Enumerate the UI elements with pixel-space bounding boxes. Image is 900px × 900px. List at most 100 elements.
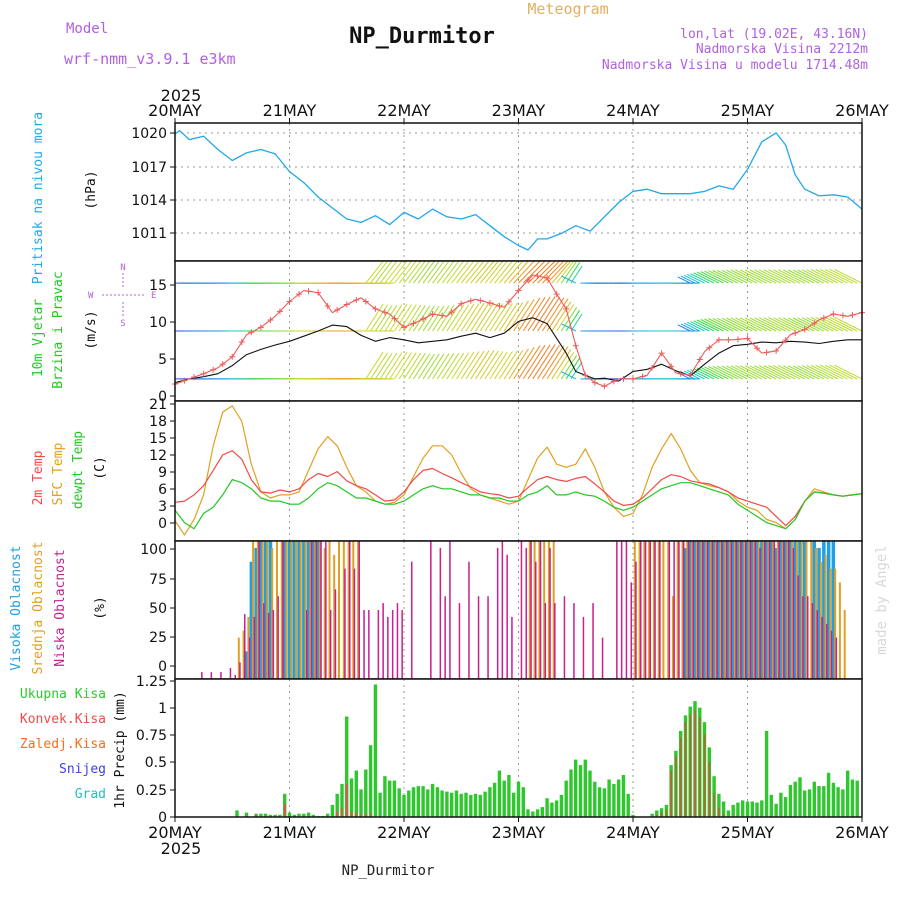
- wind-barb: [768, 269, 796, 284]
- wind-barb: [824, 268, 853, 284]
- wind-barb: [436, 353, 455, 380]
- precip-total-bar: [798, 777, 802, 817]
- wind-barb: [690, 273, 710, 284]
- precip-total-bar: [855, 780, 859, 817]
- wind-barb: [518, 345, 541, 380]
- cloud-low-bar: [826, 623, 828, 679]
- temp-unit: (C): [93, 456, 108, 479]
- cloud-mid-bar: [357, 541, 360, 679]
- cloud-low-bar: [697, 541, 699, 679]
- precip-total-bar: [559, 794, 564, 817]
- wind-barb: [475, 350, 495, 380]
- precip-total-bar: [535, 809, 540, 817]
- page-title: NP_Durmitor: [349, 24, 495, 49]
- wind-gust-marker: [630, 375, 636, 382]
- precip-total-bar: [302, 813, 306, 817]
- wind-barb: [451, 260, 470, 284]
- cloud-high-bar: [283, 541, 287, 679]
- cloud-mid-bar: [672, 596, 674, 679]
- cloud-high-bar: [268, 541, 273, 679]
- cloud-ytick-label: 0: [158, 659, 167, 675]
- wind-barb: [712, 317, 739, 332]
- cloud-low-bar: [740, 541, 742, 679]
- cloud-low-bar: [687, 541, 690, 679]
- wind-barb: [446, 304, 465, 332]
- wind-gust-marker: [429, 311, 436, 318]
- cloud-mid-bar: [237, 637, 240, 679]
- wind-barb: [726, 317, 753, 332]
- wind-barb: [730, 269, 758, 284]
- top-time-label: 23MAY: [492, 101, 546, 120]
- cloud-mid-bar: [633, 541, 636, 679]
- precip-total-bar: [488, 787, 492, 817]
- wind-barb: [712, 270, 739, 284]
- cloud-mid-bar: [338, 541, 340, 679]
- wind-barb: [370, 260, 388, 284]
- cloud-low-bar: [229, 668, 232, 679]
- cloud-mid-bar: [772, 541, 775, 679]
- wind-barb: [717, 317, 743, 332]
- precip-total-bar: [545, 798, 549, 817]
- wind-gust-marker: [658, 350, 665, 357]
- wind-barb: [730, 317, 758, 332]
- cloud-low-bar: [721, 541, 723, 679]
- wind-barb: [739, 317, 767, 332]
- wind-barb: [735, 269, 763, 284]
- cloud-mid-bar: [791, 541, 794, 679]
- wind-barb: [417, 305, 435, 332]
- precip-total-bar: [297, 813, 301, 817]
- cloud-mid-bar: [252, 541, 255, 679]
- wind-barb: [503, 260, 524, 284]
- precip-total-bar: [469, 794, 473, 817]
- cloud-low-bar: [430, 541, 432, 679]
- cloud-low-bar: [678, 541, 680, 679]
- precip-ytick-label: 0.75: [136, 728, 167, 744]
- cloud-high-bar: [726, 541, 731, 679]
- wind-gust-marker: [505, 298, 512, 305]
- wind-barb: [398, 304, 417, 332]
- temp-ytick-label: 0: [158, 516, 167, 532]
- wind-barb: [551, 260, 572, 284]
- wind-barb: [413, 305, 431, 332]
- precip-total-bar: [750, 801, 754, 817]
- cloud-low-bar: [835, 637, 838, 679]
- precip-total-bar: [774, 803, 778, 817]
- wind-barb: [494, 260, 513, 284]
- wind-barb: [773, 269, 801, 284]
- cloud-low-bar: [635, 561, 637, 679]
- wind-barb: [436, 260, 455, 284]
- wind-gust-marker: [458, 300, 465, 307]
- precip-total-bar: [626, 793, 630, 817]
- wind-barb: [696, 319, 720, 332]
- wind-gust-marker: [773, 347, 780, 354]
- precip-total-bar: [741, 800, 745, 817]
- cloud-low-bar: [387, 616, 389, 679]
- wind-gust-marker: [601, 383, 608, 390]
- cloud-mid-bar: [700, 541, 703, 679]
- wind-barb: [782, 365, 810, 380]
- wind-gust-marker: [687, 372, 694, 379]
- precip-total-bar: [411, 787, 416, 817]
- precip-total-bar: [402, 794, 406, 817]
- wind-barb: [819, 316, 848, 332]
- wind-barb: [465, 350, 485, 380]
- cloud-high-bar: [311, 541, 316, 679]
- wind-barb: [541, 297, 565, 332]
- precip-total-bar: [512, 792, 516, 817]
- precip-conv-bar: [336, 811, 338, 817]
- wind-barb: [422, 260, 440, 284]
- cloud-low-bar: [802, 596, 804, 679]
- wind-barb: [494, 351, 513, 380]
- cloud-title: Visoka Oblacnost: [9, 545, 24, 670]
- precip-total-bar: [340, 783, 344, 817]
- cloud-low-bar: [797, 575, 799, 679]
- wind-barb: [810, 317, 839, 332]
- cloud-low-bar: [773, 541, 776, 679]
- cloud-unit: (%): [93, 596, 108, 619]
- precip-total-bar: [478, 794, 482, 817]
- wind-barb: [398, 260, 417, 284]
- wind-barb: [389, 260, 408, 284]
- cloud-mid-bar: [271, 547, 274, 679]
- precip-conv-bar: [713, 792, 715, 817]
- wind-gust-marker: [257, 324, 264, 331]
